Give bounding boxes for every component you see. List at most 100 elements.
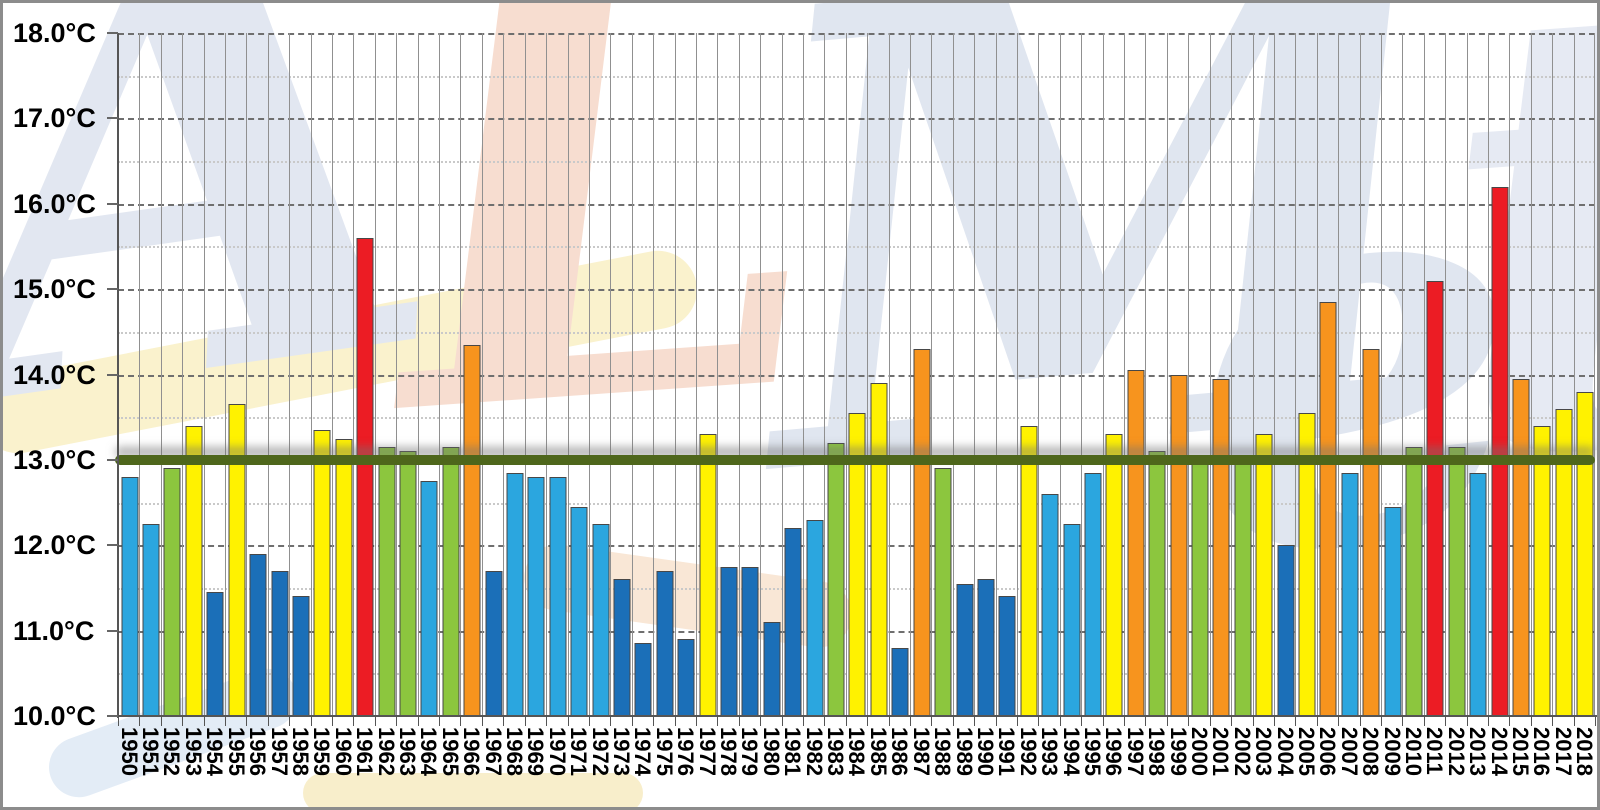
bar-2011 (1426, 280, 1444, 716)
bar-1952 (163, 468, 181, 716)
x-tick-label-text: 1951 (138, 727, 164, 776)
year-column (310, 33, 333, 716)
year-column (503, 33, 525, 716)
year-column (1209, 33, 1232, 716)
plot-right-border (1594, 33, 1595, 716)
year-column (1102, 33, 1125, 716)
year-column (417, 33, 440, 716)
y-tick-label: 15.0°C (13, 274, 96, 305)
bar-2014 (1491, 186, 1509, 716)
x-tick-label-text: 1988 (930, 727, 956, 776)
y-tick-mark (107, 629, 118, 632)
x-tick-label-text: 1961 (352, 727, 378, 776)
year-column (1188, 33, 1210, 716)
x-tick-label-text: 1993 (1037, 727, 1063, 776)
x-tick-mark (1145, 717, 1147, 726)
x-tick-label-text: 1996 (1101, 727, 1127, 776)
x-tick-label-text: 1963 (394, 727, 420, 776)
bar-1962 (378, 447, 396, 716)
year-column (1252, 33, 1275, 716)
year-column (1402, 33, 1424, 716)
x-tick-label-text: 1989 (951, 727, 977, 776)
x-tick-label-text: 2017 (1550, 727, 1576, 776)
year-column (738, 33, 761, 716)
year-column (1316, 33, 1339, 716)
x-tick-mark (1124, 717, 1126, 726)
bar-2005 (1298, 412, 1316, 716)
x-tick-label-text: 1994 (1058, 727, 1084, 776)
x-tick-mark (439, 717, 441, 726)
x-tick-mark (931, 717, 933, 726)
y-tick-label: 11.0°C (13, 615, 95, 646)
x-tick-mark (1209, 717, 1211, 726)
year-column (225, 33, 247, 716)
bar-1985 (870, 383, 888, 716)
x-tick-mark (1359, 717, 1361, 726)
x-tick-mark (952, 717, 954, 726)
x-tick-label-text: 1966 (459, 727, 485, 776)
year-column (802, 33, 825, 716)
gridline-minor (118, 75, 1595, 78)
bar-1956 (249, 553, 267, 716)
bar-1995 (1084, 472, 1102, 716)
x-tick-mark (1466, 717, 1468, 726)
x-tick-mark (867, 717, 869, 726)
bar-1992 (1020, 425, 1038, 716)
bar-2006 (1319, 301, 1337, 716)
x-tick-mark (1273, 717, 1275, 726)
bar-1973 (613, 579, 631, 716)
y-tick-label: 12.0°C (13, 530, 96, 561)
year-column (610, 33, 632, 716)
x-tick-mark (289, 717, 291, 726)
x-tick-label-text: 1990 (972, 727, 998, 776)
x-tick-mark (1231, 717, 1233, 726)
year-column (653, 33, 675, 716)
x-tick-label-text: 1981 (780, 727, 806, 776)
bar-2015 (1512, 378, 1530, 716)
bar-1968 (506, 472, 524, 716)
bar-1986 (891, 647, 909, 716)
x-tick-mark (203, 717, 205, 726)
x-tick-mark (1402, 717, 1404, 726)
bar-1982 (806, 519, 824, 716)
year-column (1231, 33, 1253, 716)
x-tick-label-text: 1978 (716, 727, 742, 776)
x-tick-mark (1338, 717, 1340, 726)
bar-1981 (784, 528, 802, 716)
year-column (995, 33, 1018, 716)
gridline-major (118, 374, 1595, 377)
bar-1988 (934, 468, 952, 716)
y-tick-mark (107, 117, 118, 120)
year-column (1530, 33, 1553, 716)
bar-1979 (741, 566, 759, 716)
x-tick-mark (738, 717, 740, 726)
bar-1975 (656, 570, 674, 716)
gridline-minor (118, 246, 1595, 249)
x-tick-label-text: 1964 (416, 727, 442, 776)
bar-1996 (1105, 434, 1123, 716)
year-column (203, 33, 226, 716)
x-tick-mark (503, 717, 505, 726)
bar-1980 (763, 622, 781, 716)
bar-1994 (1063, 523, 1081, 716)
x-tick-mark (1445, 717, 1447, 726)
year-column (760, 33, 782, 716)
x-tick-label-text: 1952 (159, 727, 185, 776)
y-tick-label: 18.0°C (13, 18, 96, 48)
x-tick-mark (1166, 717, 1168, 726)
bar-1954 (206, 592, 224, 716)
year-column (1359, 33, 1382, 716)
x-tick-mark (567, 717, 569, 726)
bar-1990 (977, 579, 995, 716)
y-axis-line (117, 33, 119, 718)
x-tick-mark (1017, 717, 1019, 726)
x-tick-label-text: 1992 (1015, 727, 1041, 776)
year-column (353, 33, 375, 716)
gridline-major (118, 289, 1595, 292)
bar-1959 (313, 430, 331, 716)
x-tick-mark (845, 717, 847, 726)
watermark-stroke (303, 773, 643, 807)
bar-1971 (570, 506, 588, 716)
x-tick-label-text: 1985 (865, 727, 891, 776)
